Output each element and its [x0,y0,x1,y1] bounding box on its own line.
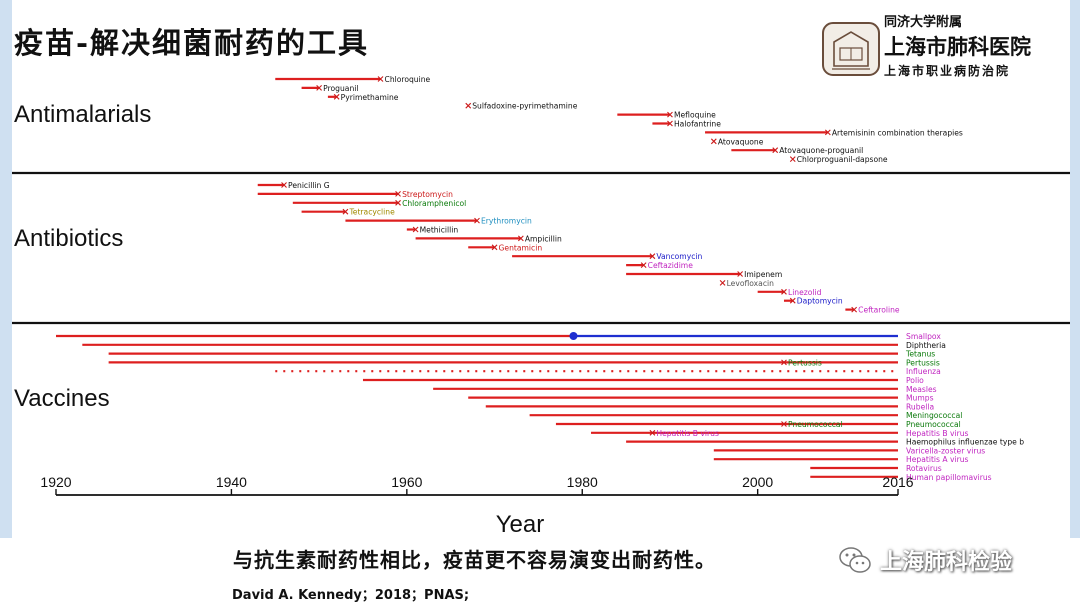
bar-chloramphenicol-resistance-marker [395,199,401,206]
bar-rotavirus-label: Rotavirus [906,464,942,473]
bar-chloramphenicol-label: Chloramphenicol [402,199,466,208]
bar-gentamicin-resistance-marker [491,244,498,251]
bar-atovaquone-resistance-marker [710,138,717,145]
bar-proguanil-resistance-marker [316,85,323,91]
bar-tetanus-label: Tetanus [905,350,935,359]
bar-pneumococcal-label: Pneumococcal [906,420,961,429]
bar-streptomycin-label: Streptomycin [402,190,453,199]
bar-hepatitis-a-virus-label: Hepatitis A virus [906,455,969,464]
bar-ampicillin-label: Ampicillin [525,234,562,243]
bar-ceftaroline-label: Ceftaroline [858,306,900,315]
bar-influenza-label: Influenza [906,367,941,376]
citation: David A. Kennedy；2018；PNAS; [232,588,470,603]
bar-polio-label: Polio [906,376,924,385]
slide-caption: 与抗生素耐药性相比，疫苗更不容易演变出耐药性。 [233,548,716,572]
bar-daptomycin-label: Daptomycin [797,297,843,306]
bar-pertussis-label: Pertussis [906,358,940,367]
bar-sulfadoxine-pyrimethamine-resistance-marker [465,102,472,109]
bar-ampicillin-resistance-marker [517,235,524,242]
bar-linezolid-resistance-marker [781,288,787,295]
x-tick-label-1960: 1960 [391,474,422,490]
bar-imipenem-resistance-marker [737,271,744,277]
bar-vancomycin-label: Vancomycin [656,252,702,261]
bar-pyrimethamine-label: Pyrimethamine [341,93,399,102]
bar-diphtheria-label: Diphtheria [906,341,946,350]
group-label-vaccines: Vaccines [14,385,110,412]
bar-rubella-label: Rubella [906,402,934,411]
right-accent-band [1070,0,1080,608]
bar-chlorproguanil-dapsone-resistance-marker [789,156,796,162]
bar-chlorproguanil-dapsone-label: Chlorproguanil-dapsone [797,155,888,164]
x-tick-label-1940: 1940 [216,474,247,490]
bar-halofantrine-resistance-marker [667,120,673,127]
bar-pneumococcal-resistance-marker [781,421,787,427]
bar-hepatitis-b-virus-resistance-marker [649,429,656,436]
bar-hepatitis-b-virus-label: Hepatitis B virus [906,429,969,438]
bar-penicillin-g-resistance-marker [281,182,287,188]
bar-mefloquine-resistance-marker [667,111,673,118]
bar-pyrimethamine-resistance-marker [333,93,340,100]
bar-tetracycline-resistance-marker [342,208,349,215]
bar-meningococcal-label: Meningococcal [906,411,962,420]
x-tick-label-2000: 2000 [742,474,773,490]
bar-atovaquone-label: Atovaquone [718,137,764,146]
left-accent-band [0,0,12,608]
x-tick-label-2016: 2016 [882,474,913,490]
bar-levofloxacin-label: Levofloxacin [727,279,775,288]
hospital-seal-icon [822,22,880,76]
bar-atovaquone-proguanil-label: Atovaquone-proguanil [779,146,863,155]
bar-human-papillomavirus-label: Human papillomavirus [906,473,992,482]
bar-pertussis-resistance-marker [781,359,787,366]
bar-levofloxacin-resistance-marker [719,280,726,286]
bar-vancomycin-resistance-marker [649,253,656,260]
footer-band [0,538,1080,608]
bar-smallpox-label: Smallpox [906,332,941,341]
bar-imipenem-label: Imipenem [744,270,782,279]
bar-methicillin-resistance-marker [412,226,419,233]
wechat-account-name: 上海肺科检验 [880,550,1013,575]
group-label-antimalarials: Antimalarials [14,101,151,128]
bar-pneumococcal-resistance-label: Pneumococcal [788,420,843,429]
x-tick-label-1980: 1980 [567,474,598,490]
x-axis-title: Year [496,511,545,538]
bar-daptomycin-resistance-marker [789,297,796,304]
bar-mefloquine-label: Mefloquine [674,111,716,120]
slide-title: 疫苗-解决细菌耐药的工具 [14,26,370,60]
hospital-name: 上海市肺科医院 [884,34,1031,59]
bar-haemophilus-influenzae-type-b-label: Haemophilus influenzae type b [906,438,1024,447]
bar-pertussis-resistance-label: Pertussis [788,358,822,367]
resistance-timeline-chart: Antimalarials Chloroquine ProguanilPyrimet… [12,75,1070,538]
bar-penicillin-g-label: Penicillin G [288,181,330,190]
bar-varicella-zoster-virus-label: Varicella-zoster virus [906,446,985,455]
bar-halofantrine-label: Halofantrine [674,120,721,129]
group-label-antibiotics: Antibiotics [14,225,123,252]
bar-ceftazidime-label: Ceftazidime [648,261,694,270]
bar-atovaquone-proguanil-resistance-marker [772,147,779,154]
x-tick-label-1920: 1920 [40,474,71,490]
bar-ceftaroline-resistance-marker [851,306,858,313]
bar-measles-label: Measles [906,385,937,394]
bar-methicillin-label: Methicillin [420,226,459,235]
bar-linezolid-label: Linezolid [788,288,822,297]
bar-tetracycline-label: Tetracycline [348,208,395,217]
bar-artemisinin-combination-therapies-label: Artemisinin combination therapies [832,128,963,137]
bar-erythromycin-resistance-marker [474,217,480,224]
bar-gentamicin-label: Gentamicin [499,243,543,252]
bar-streptomycin-resistance-marker [395,191,401,197]
bar-smallpox-eradication-point [569,332,578,340]
bar-mumps-label: Mumps [906,394,934,403]
wechat-watermark: 上海肺科检验 [838,544,1012,576]
bar-artemisinin-combination-therapies-resistance-marker [824,129,831,136]
bar-ceftazidime-resistance-marker [640,262,647,268]
bar-chloroquine-resistance-marker [377,76,384,82]
hospital-affiliation: 同济大学附属 [884,15,963,30]
bar-sulfadoxine-pyrimethamine-label: Sulfadoxine-pyrimethamine [472,102,578,111]
hospital-subname: 上海市职业病防治院 [884,64,1011,78]
bar-proguanil-label: Proguanil [323,84,358,93]
wechat-icon [839,547,871,573]
bar-chloroquine-label: Chloroquine [385,75,431,84]
bar-erythromycin-label: Erythromycin [481,217,532,226]
bar-hepatitis-b-virus-resistance-label: Hepatitis B virus [656,429,719,438]
